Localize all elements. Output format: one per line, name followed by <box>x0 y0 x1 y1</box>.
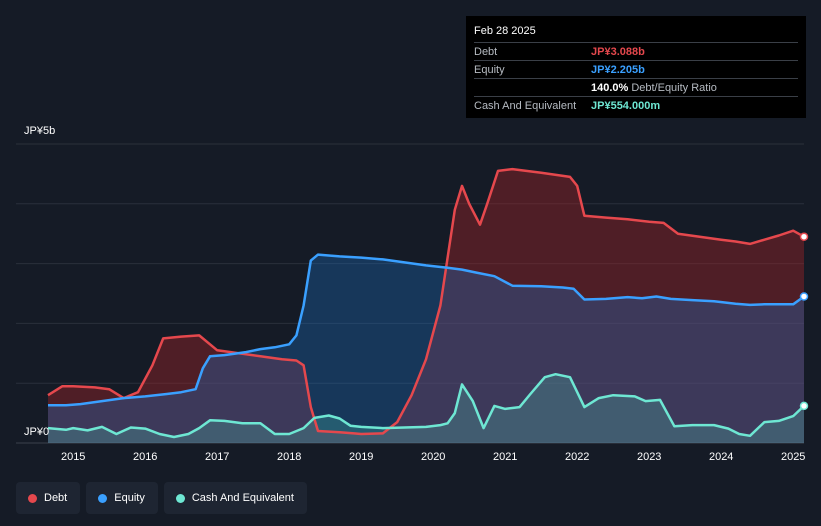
tooltip-label: Debt <box>474 45 498 58</box>
tooltip-value-debt: JP¥3.088b <box>591 45 645 58</box>
series-areas <box>48 169 804 443</box>
equity-dot-icon <box>98 493 108 503</box>
series-lines <box>47 167 805 439</box>
y-axis-labels: JP¥5b JP¥0 <box>24 125 55 438</box>
series-end-markers <box>799 232 809 411</box>
equity-end-marker <box>799 292 809 301</box>
debt-dot-icon <box>28 493 37 503</box>
gridlines <box>16 143 804 444</box>
legend-item-cash[interactable]: Cash And Equivalent <box>163 482 307 514</box>
tooltip-label: Cash And Equivalent <box>474 99 577 112</box>
x-tick-label: 2016 <box>133 451 157 463</box>
x-tick-label: 2022 <box>565 451 589 463</box>
cash-dot-icon <box>175 493 185 503</box>
cash-and-equivalent-end-marker <box>799 401 809 411</box>
x-tick-label: 2017 <box>205 451 229 463</box>
y-tick-label: JP¥0 <box>24 426 49 438</box>
tooltip-row-ratio: 140.0% Debt/Equity Ratio <box>474 78 798 96</box>
legend-item-debt[interactable]: Debt <box>16 482 81 514</box>
x-tick-label: 2023 <box>637 451 661 463</box>
x-tick-label: 2021 <box>493 451 517 463</box>
x-tick-label: 2024 <box>709 451 733 463</box>
x-tick-label: 2018 <box>277 451 301 463</box>
tooltip-value-equity: JP¥2.205b <box>591 63 645 76</box>
cash-and-equivalent-area <box>48 374 804 443</box>
tooltip-row-equity: Equity JP¥2.205b <box>474 60 798 78</box>
x-tick-label: 2025 <box>781 451 805 463</box>
legend-label: Debt <box>44 492 68 504</box>
legend: Debt Equity Cash And Equivalent <box>16 482 307 514</box>
cash-and-equivalent-line <box>47 372 805 439</box>
tooltip-ratio-caption: Debt/Equity Ratio <box>631 81 717 94</box>
y-tick-label: JP¥5b <box>24 125 55 137</box>
tooltip-value-ratio: 140.0% <box>591 81 629 94</box>
legend-item-equity[interactable]: Equity <box>86 482 158 514</box>
tooltip-row-debt: Debt JP¥3.088b <box>474 42 798 60</box>
tooltip-row-cash: Cash And Equivalent JP¥554.000m <box>474 96 798 114</box>
equity-line <box>48 253 805 407</box>
debt-area <box>48 169 804 443</box>
debt-line <box>47 167 805 436</box>
tooltip-label: Equity <box>474 63 505 76</box>
x-tick-label: 2015 <box>61 451 85 463</box>
x-tick-label: 2020 <box>421 451 445 463</box>
x-tick-label: 2019 <box>349 451 373 463</box>
debt-end-marker <box>799 232 809 241</box>
legend-label: Cash And Equivalent <box>191 492 294 504</box>
tooltip-date: Feb 28 2025 <box>474 25 536 37</box>
legend-label: Equity <box>114 492 145 504</box>
tooltip-panel: Feb 28 2025 Debt JP¥3.088b Equity JP¥2.2… <box>466 16 806 118</box>
x-axis-labels: 2015 2016 2017 2018 2019 2020 2021 2022 2023 2024… <box>61 451 805 463</box>
tooltip-value-cash: JP¥554.000m <box>591 99 661 112</box>
